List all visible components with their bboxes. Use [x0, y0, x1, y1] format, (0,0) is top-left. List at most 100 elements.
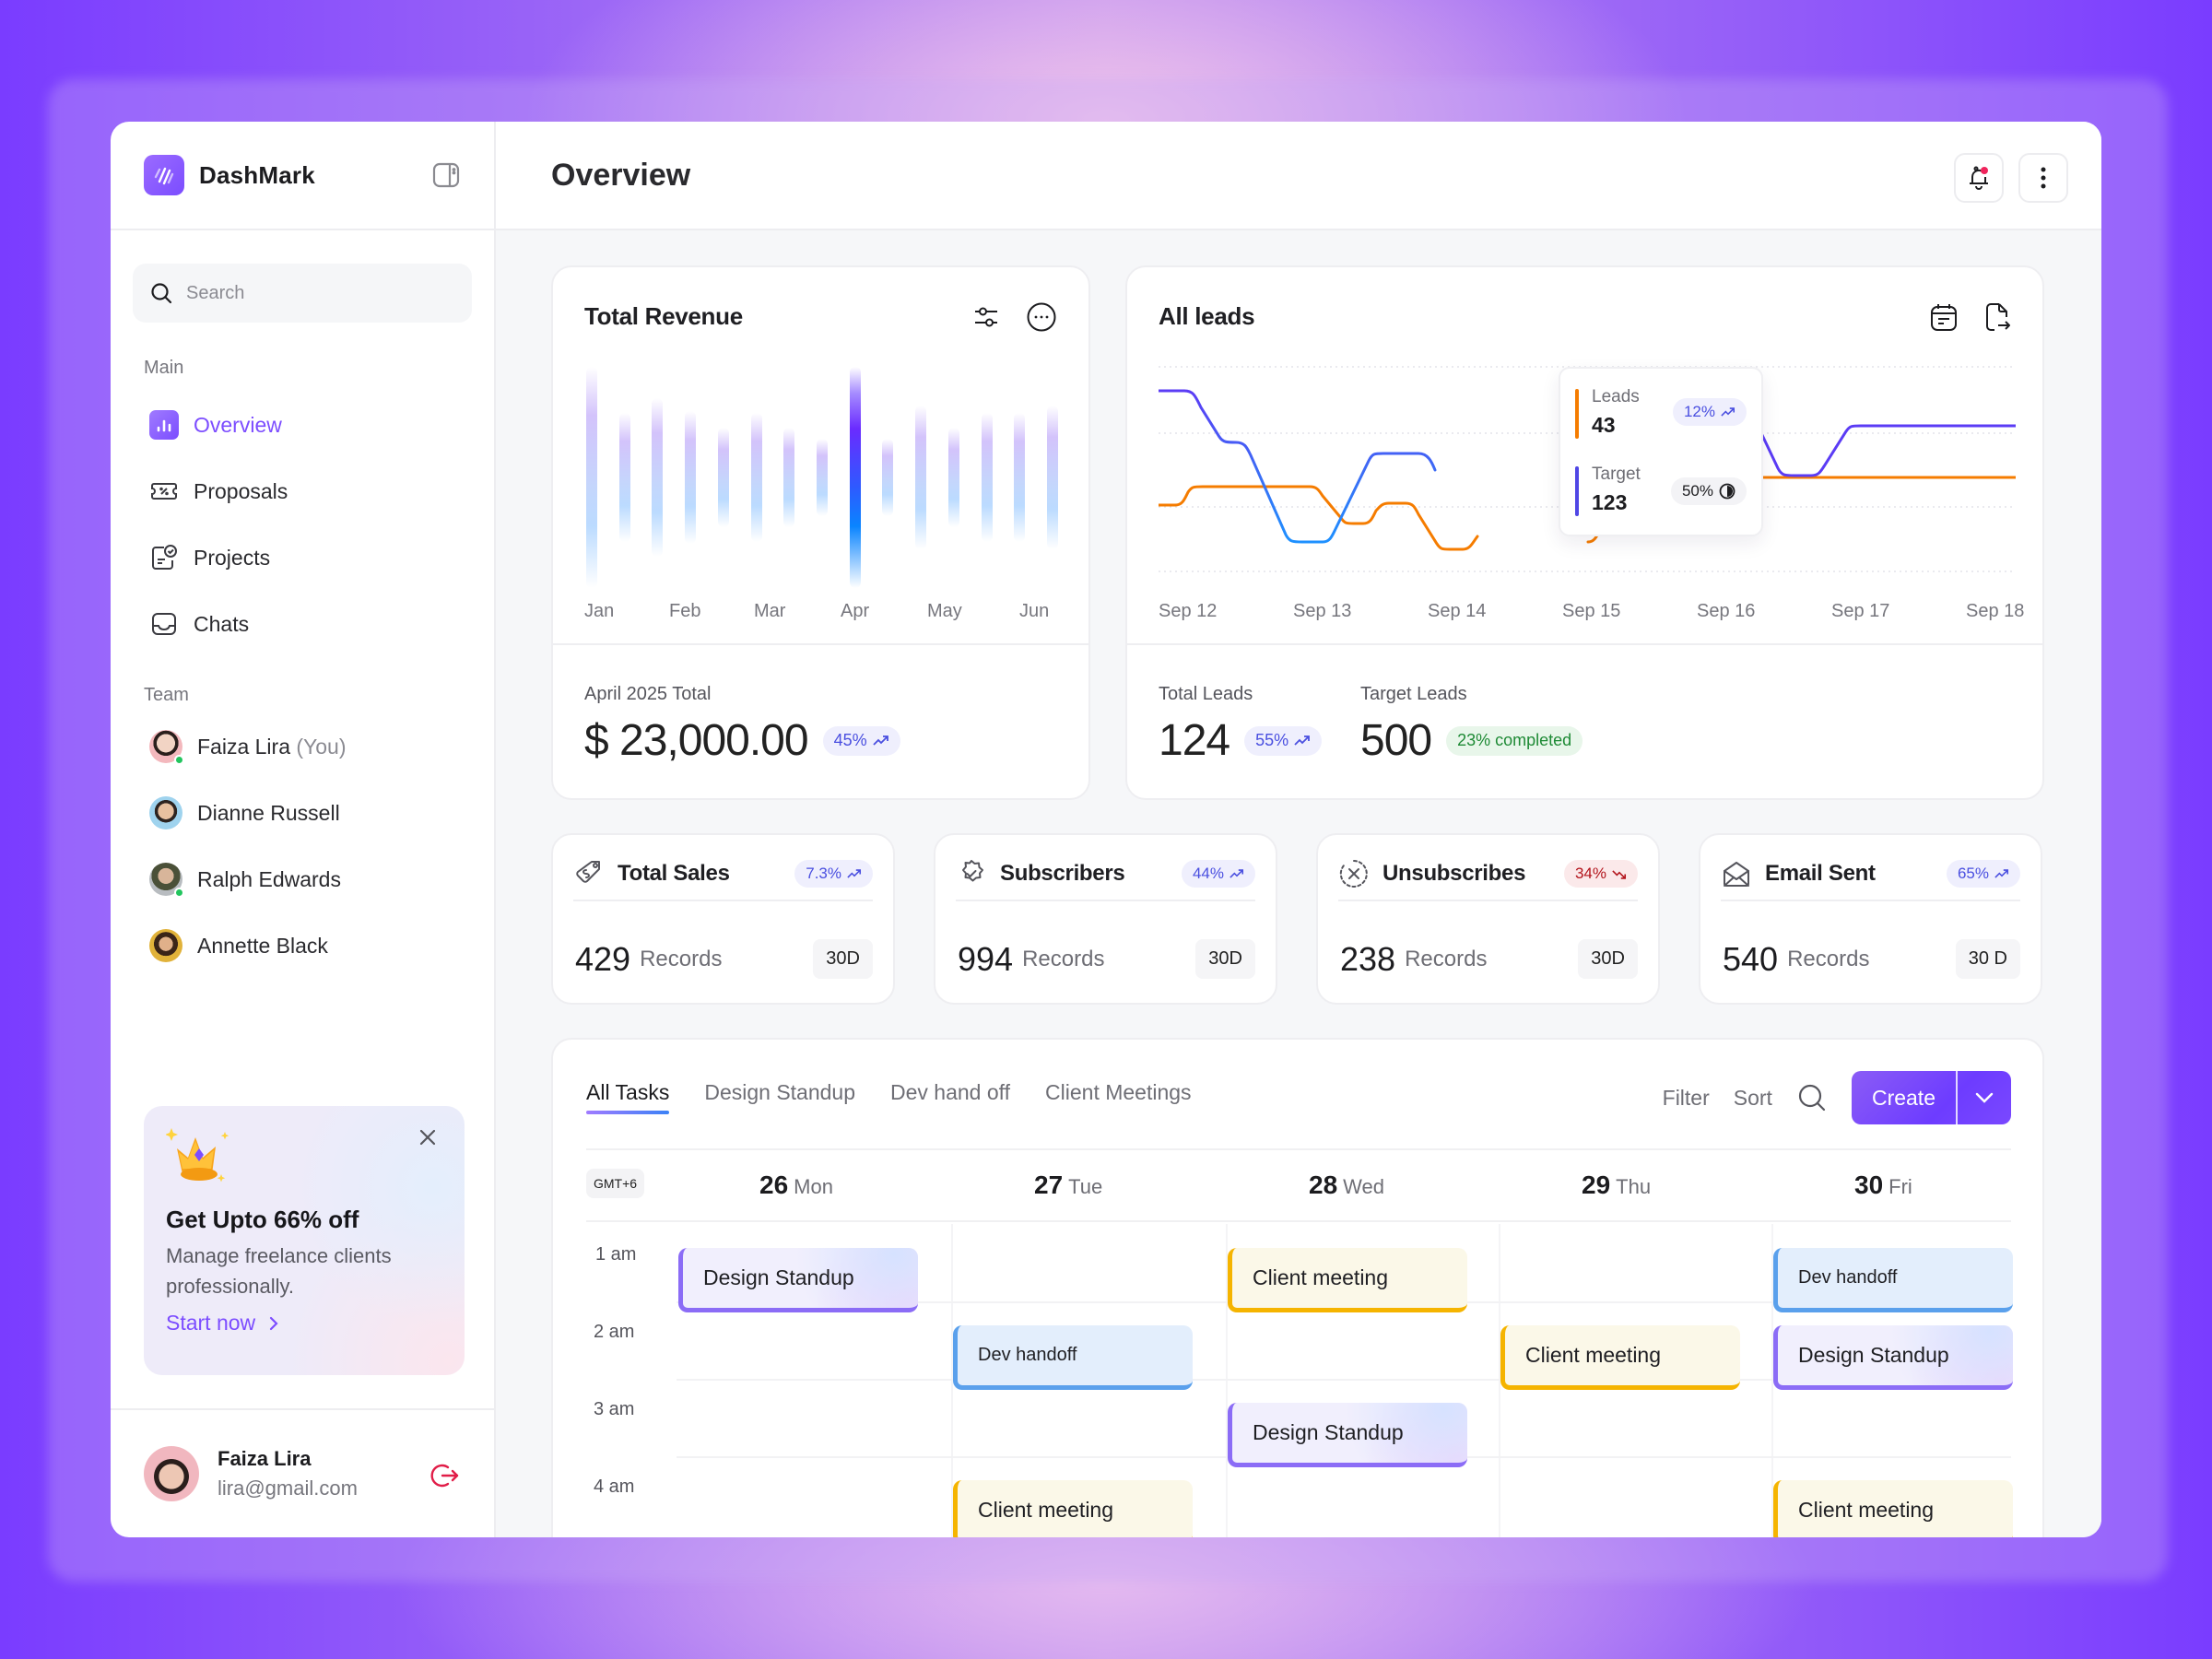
revenue-bar[interactable]	[783, 428, 795, 527]
sidebar-item-chats[interactable]: Chats	[111, 591, 494, 657]
revenue-bar[interactable]	[882, 439, 894, 516]
event-title: Client meeting	[1525, 1343, 1662, 1367]
profile-name: Faiza Lira	[218, 1447, 312, 1470]
calendar-event[interactable]: Client meeting	[1228, 1248, 1467, 1312]
revenue-bar[interactable]	[947, 428, 959, 527]
revenue-bar[interactable]	[652, 397, 664, 558]
calendar-event[interactable]: Design Standup	[1773, 1325, 2013, 1390]
revenue-bar[interactable]	[586, 367, 597, 588]
stat-card-unsubscribes[interactable]: Unsubscribes 34% 238 Records 30D	[1316, 833, 1660, 1005]
close-icon[interactable]	[417, 1126, 439, 1148]
period-selector[interactable]: 30D	[813, 939, 873, 979]
change-value: 45%	[833, 731, 867, 749]
calendar-event[interactable]: Client meeting	[953, 1480, 1193, 1537]
change-value: 65%	[1957, 865, 1989, 882]
revenue-total: $ 23,000.00 45%	[584, 715, 900, 766]
revenue-bar[interactable]	[981, 413, 993, 542]
stat-body: 238 Records 30D	[1340, 939, 1638, 979]
inbox-icon	[149, 609, 179, 639]
revenue-bar[interactable]	[1014, 413, 1026, 542]
calendar-event[interactable]: Client meeting	[1500, 1325, 1740, 1390]
revenue-bar[interactable]	[618, 413, 630, 542]
completed-badge: 23% completed	[1446, 725, 1583, 756]
change-value: 55%	[1255, 731, 1289, 749]
chevron-right-icon	[270, 1316, 278, 1330]
search-placeholder: Search	[186, 282, 245, 303]
calendar-icon[interactable]	[1927, 300, 1960, 334]
filter-button[interactable]: Filter	[1662, 1085, 1710, 1110]
sidebar-item-proposals[interactable]: Proposals	[111, 458, 494, 524]
tab-design-standup[interactable]: Design Standup	[704, 1080, 856, 1104]
team-member[interactable]: Dianne Russell	[111, 780, 494, 846]
divider	[553, 643, 1088, 645]
revenue-bar[interactable]	[685, 411, 697, 544]
tooltip-leads-label: Leads	[1592, 387, 1640, 406]
calendar-event[interactable]: Client meeting	[1773, 1480, 2013, 1537]
revenue-bar[interactable]	[1047, 406, 1058, 549]
stat-unit: Records	[1022, 946, 1105, 971]
tooltip-target-value: 123	[1592, 490, 1628, 514]
sidebar-item-projects[interactable]: Projects	[111, 524, 494, 591]
team-member[interactable]: Ralph Edwards	[111, 846, 494, 912]
revenue-bar[interactable]	[817, 439, 828, 516]
sidebar-toggle-icon[interactable]	[431, 160, 461, 190]
revenue-bar[interactable]	[849, 367, 861, 588]
time-label: 3 am	[594, 1399, 635, 1419]
export-file-icon[interactable]	[1981, 300, 2014, 334]
create-dropdown-button[interactable]	[1958, 1071, 2011, 1124]
tab-client-meetings[interactable]: Client Meetings	[1045, 1080, 1192, 1104]
event-title: Design Standup	[1253, 1420, 1404, 1444]
main-content: Overview Total Revenue Jan Feb Mar Apr May Ju…	[496, 122, 2101, 1537]
day-name: Wed	[1343, 1175, 1384, 1198]
create-split-button: Create	[1851, 1071, 2011, 1124]
day-header: 29 Thu	[1582, 1171, 1651, 1200]
period-selector[interactable]: 30D	[1195, 939, 1255, 979]
all-leads-card: All leads Sep 12 Sep 13 Sep 14 Sep 15 Sep 16…	[1125, 265, 2044, 800]
tooltip-leads-change: 12%	[1672, 398, 1747, 426]
tab-dev-hand-off[interactable]: Dev hand off	[890, 1080, 1011, 1104]
x-axis-label: Sep 12	[1159, 601, 1218, 621]
x-axis-label: Jan	[584, 601, 615, 621]
change-badge: 55%	[1244, 725, 1323, 756]
sort-button[interactable]: Sort	[1733, 1085, 1772, 1110]
stat-value: 994	[958, 939, 1014, 978]
change-badge: 7.3%	[794, 860, 873, 888]
crown-icon	[165, 1123, 234, 1192]
trend-up-icon	[1230, 868, 1244, 878]
revenue-bar[interactable]	[915, 406, 927, 549]
search-icon[interactable]	[1796, 1082, 1828, 1113]
x-axis-label: Sep 14	[1428, 601, 1487, 621]
search-input[interactable]: Search	[133, 264, 472, 323]
filter-sliders-icon[interactable]	[970, 300, 1003, 334]
sidebar-item-overview[interactable]: Overview	[111, 392, 494, 458]
task-tabs: All Tasks Design Standup Dev hand off Cl…	[586, 1080, 1192, 1114]
start-now-link[interactable]: Start now	[166, 1311, 279, 1335]
revenue-bar[interactable]	[750, 413, 762, 542]
calendar-event[interactable]: Design Standup	[678, 1248, 918, 1312]
notifications-button[interactable]	[1954, 153, 2004, 203]
stat-card-subscribers[interactable]: Subscribers 44% 994 Records 30D	[934, 833, 1277, 1005]
stat-body: 429 Records 30D	[575, 939, 873, 979]
section-label-team: Team	[144, 685, 189, 705]
total-leads-value: 124	[1159, 716, 1230, 765]
stat-card-email-sent[interactable]: Email Sent 65% 540 Records 30 D	[1699, 833, 2042, 1005]
day-header: 27 Tue	[1034, 1171, 1102, 1200]
more-options-button[interactable]	[2018, 153, 2068, 203]
calendar-event[interactable]: Dev handoff	[953, 1325, 1193, 1390]
logo-icon	[144, 155, 184, 195]
calendar-event[interactable]: Design Standup	[1228, 1403, 1467, 1467]
bar-chart-icon	[149, 410, 179, 440]
calendar-event[interactable]: Dev handoff	[1773, 1248, 2013, 1312]
stat-card-total-sales[interactable]: Total Sales 7.3% 429 Records 30D	[551, 833, 895, 1005]
more-horizontal-icon[interactable]	[1025, 300, 1058, 334]
tab-all-tasks[interactable]: All Tasks	[586, 1080, 670, 1114]
revenue-bar[interactable]	[717, 428, 729, 527]
period-selector[interactable]: 30 D	[1955, 939, 2020, 979]
logout-icon[interactable]	[429, 1460, 461, 1491]
team-member[interactable]: Faiza Lira (You)	[111, 713, 494, 780]
period-selector[interactable]: 30D	[1578, 939, 1638, 979]
team-member[interactable]: Annette Black	[111, 912, 494, 979]
stat-header: Subscribers 44%	[956, 853, 1255, 901]
create-button[interactable]: Create	[1852, 1071, 1958, 1124]
circle-x-icon	[1339, 860, 1368, 888]
